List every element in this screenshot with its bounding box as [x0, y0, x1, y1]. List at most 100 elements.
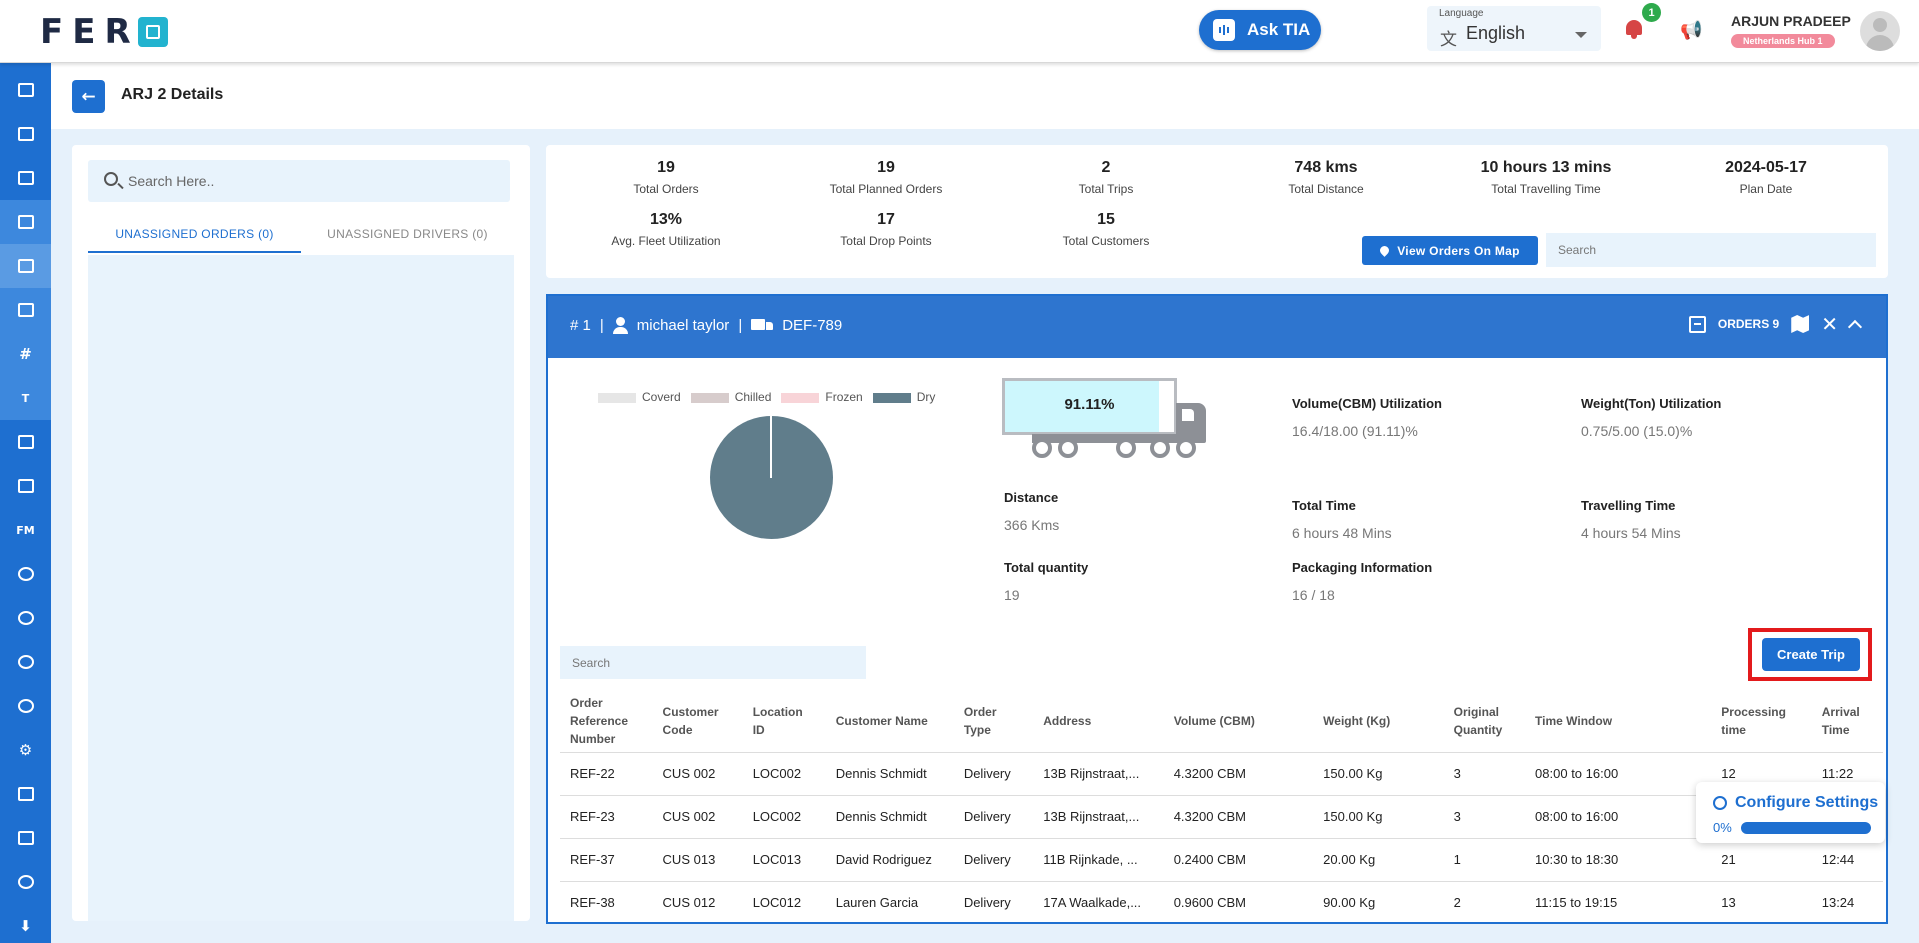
dashboard-icon[interactable] [0, 68, 51, 112]
column-header: Volume (CBM) [1163, 690, 1314, 753]
legend-label: Dry [916, 390, 936, 404]
search-input[interactable] [128, 160, 498, 202]
avatar[interactable] [1860, 11, 1900, 51]
language-select[interactable]: Language 文 English [1427, 6, 1601, 51]
notes-icon[interactable] [0, 772, 51, 816]
settings-icon[interactable]: ⚙ [18, 741, 33, 759]
fero-logo[interactable]: FER [40, 12, 168, 52]
back-button[interactable]: ← [72, 80, 105, 113]
table-cell: Dennis Schmidt [825, 752, 954, 796]
stats-search-input[interactable] [1546, 233, 1876, 267]
t-icon[interactable]: T [0, 376, 51, 420]
chevron-up-icon[interactable] [1847, 319, 1863, 334]
packaging-metric: Packaging Information 16 / 18 [1292, 560, 1432, 603]
legend-item: Chilled [690, 390, 771, 404]
table-cell: 11:15 to 19:15 [1525, 881, 1712, 922]
table-cell: CUS 012 [652, 881, 743, 922]
groups-icon[interactable] [0, 640, 51, 684]
ask-tia-button[interactable]: Ask TIA [1199, 10, 1321, 50]
metric-value: 6 hours 48 Mins [1292, 525, 1392, 541]
user-name: ARJUN PRADEEP [1731, 13, 1851, 29]
configure-settings-label: Configure Settings [1735, 794, 1879, 811]
info-icon[interactable] [0, 596, 51, 640]
stat-label: Total Travelling Time [1491, 182, 1601, 196]
table-cell: 0.2400 CBM [1163, 838, 1314, 882]
table-cell: LOC002 [742, 795, 826, 839]
legend-swatch [598, 392, 636, 403]
truck-wheel [1058, 438, 1078, 458]
orders-search-input[interactable] [560, 646, 866, 679]
metric-title: Total Time [1292, 498, 1356, 513]
stat-label: Avg. Fleet Utilization [611, 234, 721, 248]
map-icon[interactable] [1791, 315, 1810, 333]
metric-value: 0.75/5.00 (15.0)% [1581, 423, 1693, 439]
tab-unassigned-drivers[interactable]: UNASSIGNED DRIVERS (0) [327, 227, 488, 241]
separator: | [738, 317, 743, 334]
routes-icon[interactable] [0, 288, 51, 332]
unassigned-tabs: UNASSIGNED ORDERS (0) UNASSIGNED DRIVERS… [88, 209, 514, 253]
distance-metric: Distance 366 Kms [1004, 490, 1059, 533]
stat-label: Total Customers [1062, 234, 1150, 248]
orders-icon[interactable] [0, 200, 51, 244]
users-icon[interactable] [0, 552, 51, 596]
table-cell: Dennis Schmidt [825, 795, 954, 839]
column-header: Order Type [953, 690, 1034, 753]
orders-count[interactable]: ORDERS 9 [1717, 317, 1780, 331]
create-trip-highlight [1748, 628, 1872, 681]
trip-summary: # 1 | michael taylor | DEF-789 [570, 317, 842, 334]
close-icon[interactable]: ✕ [1821, 312, 1838, 336]
truck-wheel [1150, 438, 1170, 458]
configure-settings-widget[interactable]: Configure Settings 0% [1696, 782, 1885, 843]
trip-header: # 1 | michael taylor | DEF-789 ORDERS 9 … [548, 296, 1886, 358]
create-trip-button[interactable]: Create Trip [1762, 638, 1860, 671]
table-cell: Lauren Garcia [825, 881, 954, 922]
metric-title: Total quantity [1004, 560, 1089, 575]
stat-value: 19 [877, 159, 895, 176]
analytics-icon[interactable] [0, 112, 51, 156]
stat-label: Total Planned Orders [829, 182, 943, 196]
tab-unassigned-orders[interactable]: UNASSIGNED ORDERS (0) [88, 209, 301, 253]
account-icon[interactable] [0, 860, 51, 904]
table-row[interactable]: REF-38 CUS 012 LOC012 Lauren Garcia Delivery… [560, 881, 1883, 922]
table-cell: 3 [1443, 795, 1526, 839]
megaphone-icon[interactable]: 📢 [1680, 20, 1703, 41]
fm-icon[interactable]: FM [16, 523, 35, 537]
delivery-truck-icon[interactable] [0, 420, 51, 464]
planning-icon[interactable] [0, 156, 51, 200]
table-header-row: Order Reference Number Customer Code Locat… [560, 690, 1883, 753]
table-cell: 4.3200 CBM [1163, 752, 1314, 796]
archive-icon[interactable] [0, 464, 51, 508]
table-row[interactable]: REF-22 CUS 002 LOC002 Dennis Schmidt Deliver… [560, 752, 1883, 796]
clipboard-icon[interactable] [0, 816, 51, 860]
download-icon[interactable]: ⬇ [19, 917, 32, 935]
table-cell: Delivery [953, 795, 1034, 839]
capacity-percent: 91.11% [1064, 396, 1115, 413]
grid-icon[interactable]: # [0, 332, 51, 376]
bell-icon[interactable] [1623, 18, 1645, 40]
table-cell: 13:24 [1811, 881, 1883, 922]
column-header: Address [1033, 690, 1164, 753]
column-header: Order Reference Number [560, 690, 653, 753]
column-header: Location ID [742, 690, 826, 753]
table-row[interactable]: REF-23 CUS 002 LOC002 Dennis Schmidt Deliver… [560, 795, 1883, 839]
support-icon[interactable] [0, 684, 51, 728]
configure-settings-title: Configure Settings [1713, 794, 1878, 812]
separator: | [599, 317, 604, 334]
vehicle-number: DEF-789 [782, 317, 843, 334]
orders-box-icon [1688, 315, 1706, 333]
legend-swatch [690, 392, 729, 403]
table-cell: CUS 002 [652, 795, 743, 839]
table-row[interactable]: REF-37 CUS 013 LOC013 David Rodriguez Delive… [560, 838, 1883, 882]
stat-total-travelling-time: 10 hours 13 mins Total Travelling Time [1456, 159, 1636, 196]
stat-value: 15 [1097, 211, 1115, 228]
volume-utilization: Volume(CBM) Utilization 16.4/18.00 (91.1… [1292, 396, 1442, 439]
assistant-icon [1213, 19, 1235, 41]
view-orders-on-map-button[interactable]: View Orders On Map [1362, 236, 1538, 265]
fleet-trucks-icon[interactable] [0, 244, 51, 288]
trip-actions: ORDERS 9 ✕ [1688, 312, 1863, 336]
metric-title: Packaging Information [1292, 560, 1433, 575]
column-header: Processing time [1711, 690, 1812, 753]
language-label: Language [1439, 8, 1484, 19]
stat-label: Total Orders [633, 182, 699, 196]
search-box [88, 160, 510, 202]
